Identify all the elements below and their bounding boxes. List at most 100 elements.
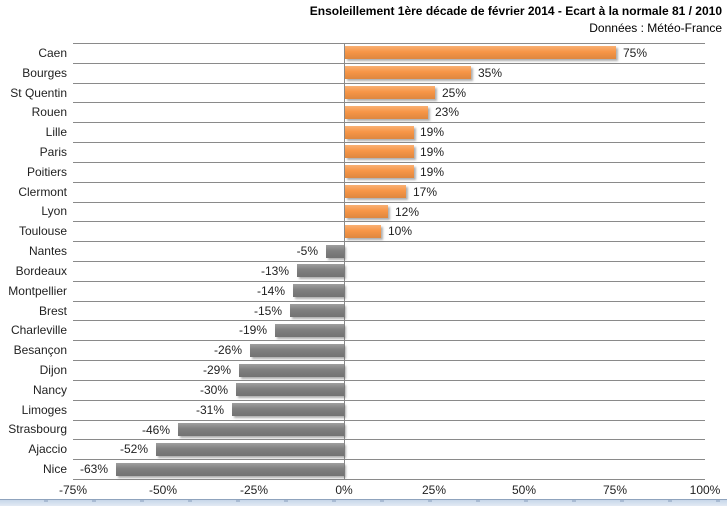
gridline: [73, 102, 705, 103]
bar-value-label: -52%: [119, 441, 148, 456]
gridline: [73, 162, 705, 163]
gridline: [73, 439, 705, 440]
x-axis-tick-label: -75%: [58, 483, 88, 497]
bar-limoges: [232, 403, 344, 416]
gridline: [73, 83, 705, 84]
category-label-st-quentin: St Quentin: [10, 86, 67, 100]
gridline: [73, 459, 705, 460]
bar-bordeaux: [297, 264, 344, 277]
gridline: [73, 122, 705, 123]
bar-toulouse: [345, 225, 381, 238]
bar-value-label: 25%: [442, 85, 467, 100]
category-label-besançon: Besançon: [13, 343, 67, 357]
gridline: [73, 241, 705, 242]
bar-value-label: -5%: [296, 243, 318, 258]
bar-charleville: [275, 324, 344, 337]
bar-value-label: -46%: [141, 422, 170, 437]
x-axis-tick-label: 25%: [421, 483, 447, 497]
gridline: [73, 182, 705, 183]
category-label-caen: Caen: [38, 46, 67, 60]
bar-caen: [345, 46, 616, 59]
bar-st-quentin: [345, 86, 435, 99]
category-label-nantes: Nantes: [28, 244, 67, 258]
category-label-nice: Nice: [42, 462, 67, 476]
bar-value-label: -19%: [238, 322, 267, 337]
category-label-clermont: Clermont: [18, 185, 67, 199]
gridline: [73, 360, 705, 361]
gridline: [73, 479, 705, 480]
bar-nancy: [236, 383, 344, 396]
bar-brest: [290, 304, 344, 317]
bar-nantes: [326, 245, 344, 258]
bar-value-label: -14%: [256, 283, 285, 298]
gridline: [73, 142, 705, 143]
x-axis-tick-label: 100%: [689, 483, 721, 497]
gridline: [73, 261, 705, 262]
category-label-strasbourg: Strasbourg: [8, 422, 67, 436]
category-label-bordeaux: Bordeaux: [15, 264, 67, 278]
bar-value-label: 17%: [413, 184, 438, 199]
bar-value-label: 10%: [388, 223, 413, 238]
bar-bourges: [345, 66, 471, 79]
gridline: [73, 221, 705, 222]
x-axis-tick-label: -50%: [148, 483, 178, 497]
gridline: [73, 63, 705, 64]
category-label-rouen: Rouen: [31, 105, 67, 119]
bar-lille: [345, 126, 414, 139]
bar-value-label: 75%: [623, 45, 648, 60]
category-label-limoges: Limoges: [21, 403, 67, 417]
gridline: [73, 320, 705, 321]
window-edge: [0, 499, 727, 506]
gridline: [73, 281, 705, 282]
gridline: [73, 43, 705, 44]
bar-value-label: -13%: [260, 263, 289, 278]
value-axis: -75% -50% -25% 0% 25% 50% 75% 100%: [59, 483, 720, 498]
bar-value-label: -63%: [79, 461, 108, 476]
bar-lyon: [345, 205, 388, 218]
chart-title: Ensoleillement 1ère décade de février 20…: [309, 4, 722, 18]
category-label-poitiers: Poitiers: [26, 165, 67, 179]
bar-clermont: [345, 185, 406, 198]
bar-value-label: -30%: [199, 382, 228, 397]
category-label-dijon: Dijon: [39, 363, 67, 377]
category-label-nancy: Nancy: [32, 383, 67, 397]
gridline: [73, 400, 705, 401]
bar-montpellier: [293, 284, 344, 297]
gridline: [73, 380, 705, 381]
x-axis-tick-label: 75%: [602, 483, 628, 497]
bar-strasbourg: [178, 423, 344, 436]
bar-ajaccio: [156, 443, 344, 456]
x-axis-tick-label: -25%: [239, 483, 269, 497]
plot-area: 75% 35% 25% 23% 19% 19% 19% 17% 12% 10% -5% -13% -14…: [73, 43, 705, 480]
category-axis: Caen Bourges St Quentin Rouen Lille Paris Poit…: [0, 43, 70, 480]
bar-value-label: -26%: [213, 342, 242, 357]
gridline: [73, 340, 705, 341]
bar-value-label: 19%: [420, 164, 445, 179]
bar-value-label: -29%: [202, 362, 231, 377]
category-label-lyon: Lyon: [41, 204, 67, 218]
bar-besançon: [250, 344, 344, 357]
gridline: [73, 420, 705, 421]
bar-rouen: [345, 106, 428, 119]
category-label-brest: Brest: [38, 304, 67, 318]
bar-value-label: -15%: [253, 303, 282, 318]
category-label-montpellier: Montpellier: [8, 284, 67, 298]
category-label-lille: Lille: [45, 125, 67, 139]
gridline: [73, 301, 705, 302]
bar-value-label: 19%: [420, 124, 445, 139]
category-label-toulouse: Toulouse: [18, 224, 67, 238]
bar-value-label: 35%: [478, 65, 503, 80]
category-label-charleville: Charleville: [10, 323, 67, 337]
x-axis-tick-label: 50%: [511, 483, 537, 497]
x-axis-tick-label: 0%: [335, 483, 353, 497]
bar-paris: [345, 145, 414, 158]
bar-value-label: 23%: [435, 104, 460, 119]
bar-value-label: -31%: [195, 402, 224, 417]
chart-subtitle: Données : Météo-France: [589, 21, 722, 35]
bar-value-label: 12%: [395, 204, 420, 219]
zero-axis-line: [344, 43, 345, 480]
category-label-ajaccio: Ajaccio: [28, 442, 67, 456]
bar-nice: [116, 463, 344, 476]
bar-dijon: [239, 364, 344, 377]
